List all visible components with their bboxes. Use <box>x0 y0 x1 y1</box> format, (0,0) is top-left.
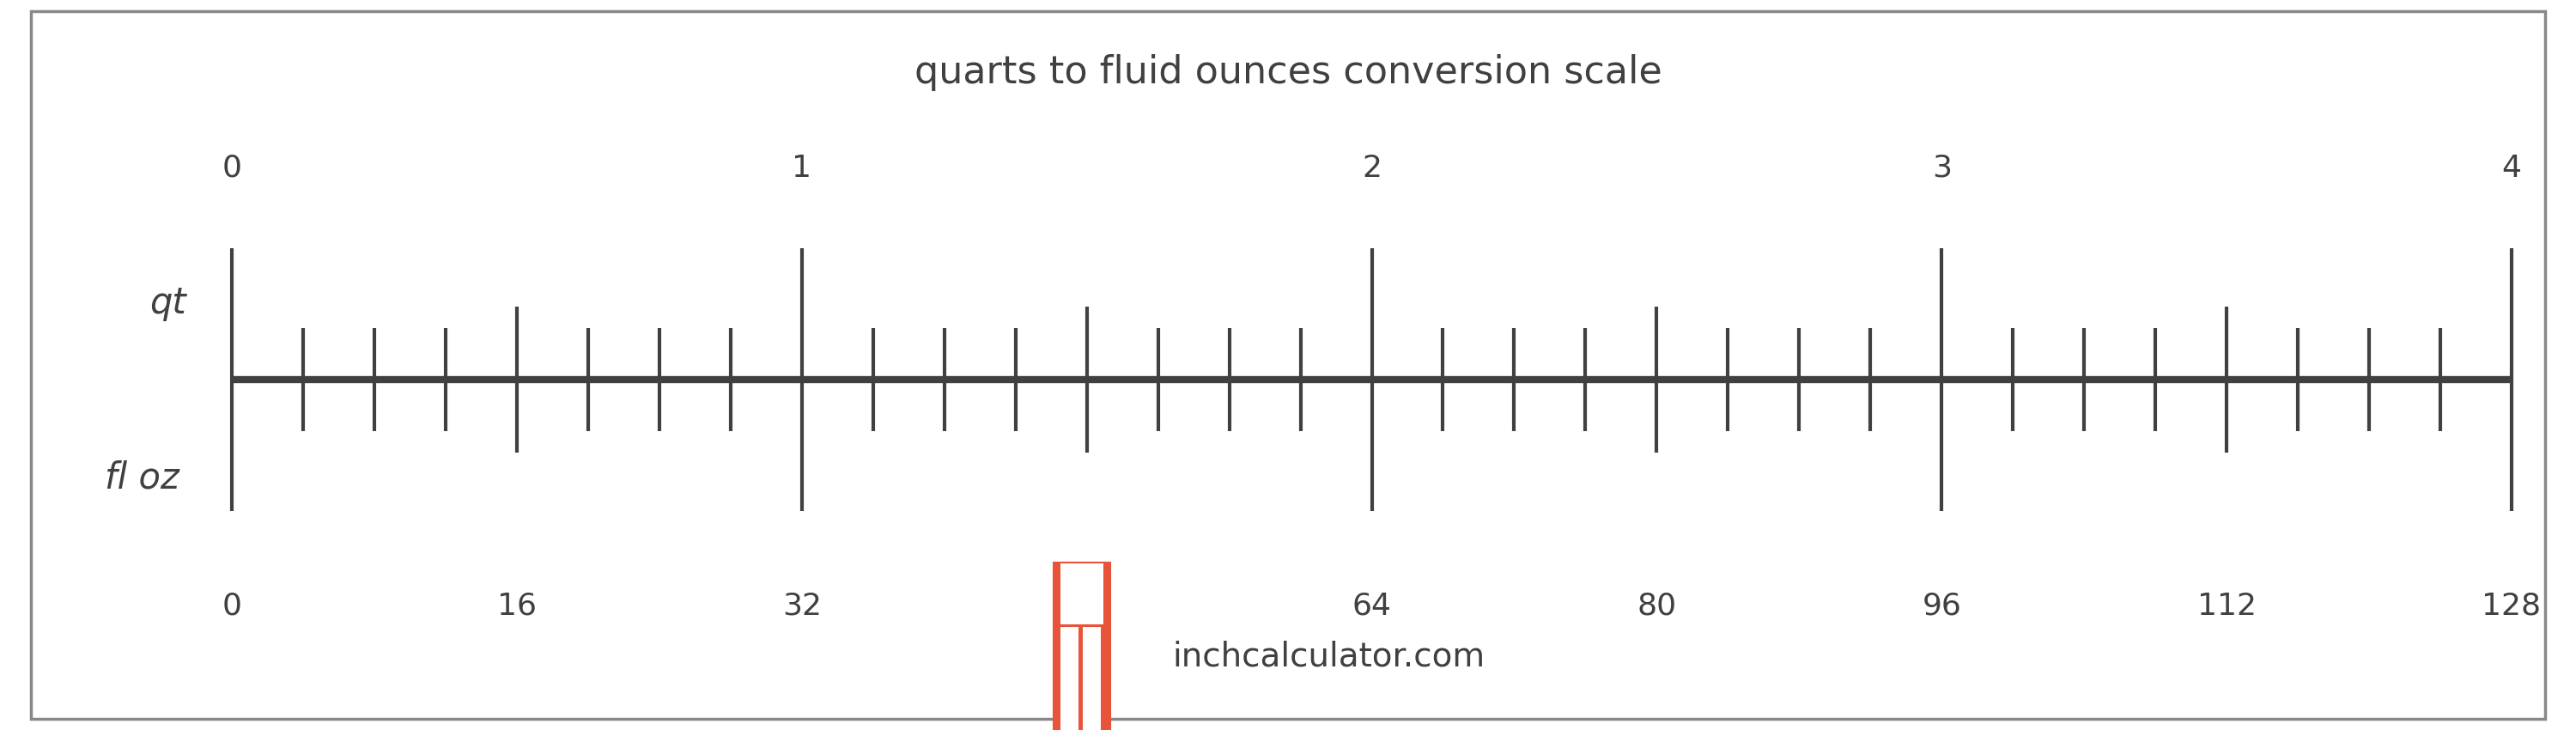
Text: fl oz: fl oz <box>106 460 178 496</box>
Text: 16: 16 <box>497 591 536 620</box>
Text: 112: 112 <box>2197 591 2257 620</box>
Text: 128: 128 <box>2481 591 2543 620</box>
Text: inchcalculator.com: inchcalculator.com <box>1172 641 1484 673</box>
Text: quarts to fluid ounces conversion scale: quarts to fluid ounces conversion scale <box>914 55 1662 91</box>
Text: 32: 32 <box>783 591 822 620</box>
Text: qt: qt <box>149 285 185 321</box>
Text: 1: 1 <box>791 153 811 182</box>
FancyBboxPatch shape <box>1082 689 1100 730</box>
Text: 3: 3 <box>1932 153 1953 182</box>
FancyBboxPatch shape <box>1054 562 1110 730</box>
Text: 80: 80 <box>1636 591 1677 620</box>
Text: 0: 0 <box>222 153 242 182</box>
Text: 2: 2 <box>1363 153 1381 182</box>
FancyBboxPatch shape <box>1082 627 1100 688</box>
Text: 64: 64 <box>1352 591 1391 620</box>
FancyBboxPatch shape <box>1061 689 1079 730</box>
FancyBboxPatch shape <box>1061 627 1079 688</box>
Text: 4: 4 <box>2501 153 2522 182</box>
Text: 96: 96 <box>1922 591 1960 620</box>
FancyBboxPatch shape <box>1061 564 1103 624</box>
Text: 48: 48 <box>1066 591 1108 620</box>
Text: 0: 0 <box>222 591 242 620</box>
